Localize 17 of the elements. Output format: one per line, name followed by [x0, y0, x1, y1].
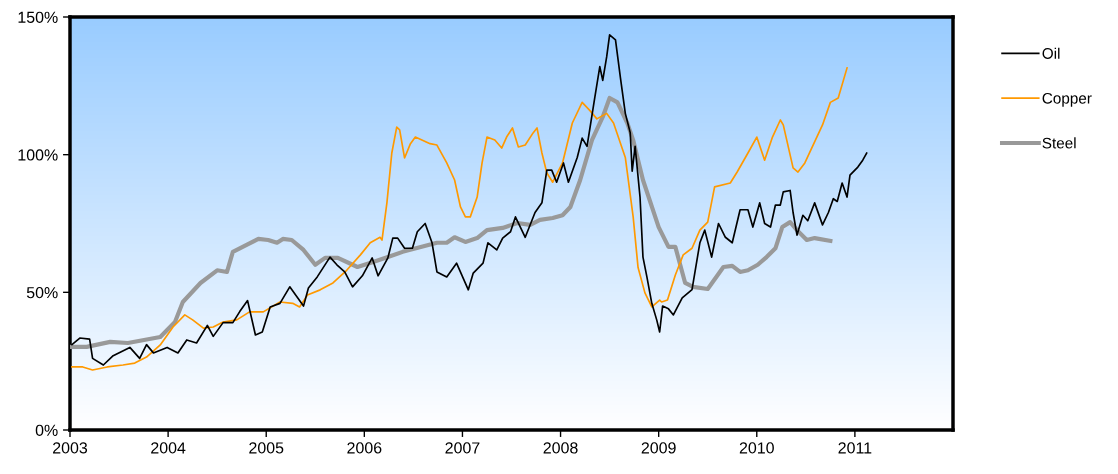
legend-label: Steel: [1042, 137, 1076, 149]
x-tick-label: 2007: [445, 442, 480, 454]
x-tick-label: 2006: [347, 442, 382, 454]
x-tick-label: 2003: [53, 442, 88, 454]
legend-label: Copper: [1042, 92, 1092, 107]
x-tick-label: 2004: [151, 442, 186, 454]
x-tick-label: 2010: [739, 442, 774, 454]
x-tick-label: 2008: [543, 442, 578, 454]
y-tick-label: 100%: [18, 149, 58, 161]
x-tick-label: 2011: [838, 442, 872, 454]
legend-label: Oil: [1042, 47, 1060, 59]
y-tick-label: 0%: [35, 424, 58, 436]
line-series: [70, 95, 833, 349]
y-tick-label: 150%: [18, 11, 58, 23]
x-tick-label: 2009: [641, 442, 676, 454]
x-tick-label: 2005: [249, 442, 284, 454]
y-tick-label: 50%: [26, 286, 58, 299]
